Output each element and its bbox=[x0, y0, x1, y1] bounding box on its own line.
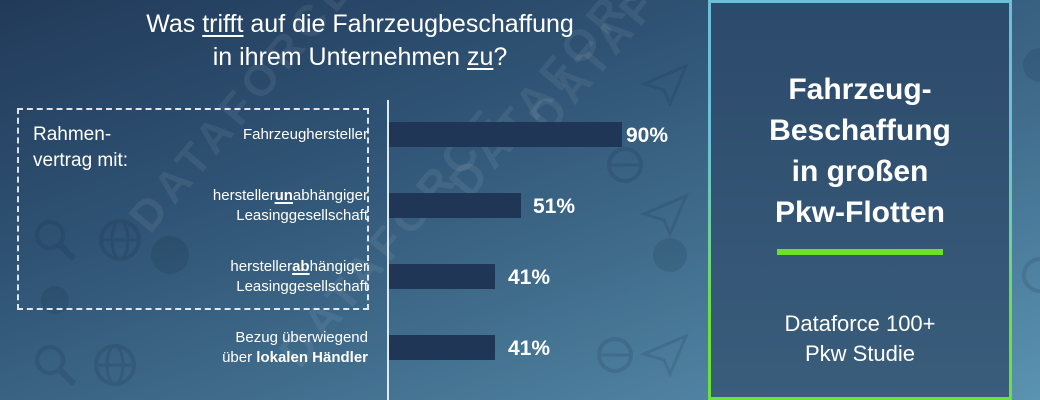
category-label-text: über bbox=[222, 349, 257, 366]
panel-title-line: Pkw-Flotten bbox=[775, 196, 945, 229]
chart-title: Was trifft auf die Fahrzeugbeschaffung i… bbox=[60, 8, 660, 74]
pie-chart-icon bbox=[653, 238, 687, 272]
panel-title: Fahrzeug- Beschaffung in großen Pkw-Flot… bbox=[711, 69, 1009, 233]
group-label-line: vertrag mit: bbox=[33, 150, 129, 171]
study-info-panel-inner: Fahrzeug- Beschaffung in großen Pkw-Flot… bbox=[711, 3, 1009, 397]
category-label-emphasis: lokalen Händler bbox=[256, 349, 368, 366]
category-label-local-dealer: Bezug überwiegend über lokalen Händler bbox=[222, 328, 368, 368]
category-label-independent-leasing: herstellerunabhängiger Leasinggesellscha… bbox=[213, 186, 368, 226]
category-label-text: Bezug überwiegend bbox=[235, 329, 368, 346]
title-text: ? bbox=[493, 43, 508, 71]
category-label-text: hersteller bbox=[212, 187, 275, 204]
framework-contract-group-box bbox=[17, 108, 369, 310]
bar-manufacturer bbox=[389, 122, 622, 147]
panel-title-line: Fahrzeug- bbox=[788, 73, 932, 106]
bar-value-label: 41% bbox=[508, 266, 551, 289]
paper-plane-icon bbox=[640, 193, 689, 238]
panel-title-line: in großen bbox=[791, 155, 929, 188]
bar-independent-leasing bbox=[389, 193, 521, 218]
bar-value-label: 41% bbox=[508, 337, 551, 360]
category-label-emphasis: ab bbox=[292, 258, 310, 275]
panel-subtitle-line: Dataforce 100+ bbox=[784, 311, 936, 336]
bar-value-label: 90% bbox=[626, 124, 669, 147]
title-text: in ihrem Unternehmen bbox=[212, 43, 467, 71]
title-emphasis: trifft bbox=[202, 10, 244, 38]
category-axis-line bbox=[387, 100, 389, 400]
category-label-captive-leasing: herstellerabhängiger Leasinggesellschaft bbox=[230, 257, 368, 297]
title-text: auf die Fahrzeugbeschaffung bbox=[243, 10, 574, 38]
globe-icon bbox=[94, 344, 136, 386]
category-label-emphasis: un bbox=[274, 187, 293, 204]
panel-subtitle: Dataforce 100+ Pkw Studie bbox=[711, 309, 1009, 369]
magnifier-icon bbox=[35, 345, 77, 387]
category-label-text: abhängiger bbox=[292, 187, 368, 204]
panel-title-line: Beschaffung bbox=[769, 114, 951, 147]
bar-captive-leasing bbox=[389, 264, 495, 289]
category-label-text: hängiger bbox=[309, 258, 368, 275]
panel-subtitle-line: Pkw Studie bbox=[804, 341, 916, 366]
title-text: Was bbox=[146, 10, 203, 38]
category-label-text: Leasinggesellschaft bbox=[236, 207, 368, 224]
category-label-text: Fahrzeughersteller bbox=[242, 126, 368, 143]
group-label-line: Rahmen- bbox=[33, 124, 112, 145]
pie-chart-icon bbox=[1023, 48, 1040, 82]
study-info-panel: Fahrzeug- Beschaffung in großen Pkw-Flot… bbox=[708, 0, 1012, 400]
group-label: Rahmen- vertrag mit: bbox=[33, 122, 128, 174]
category-label-text: hersteller bbox=[230, 258, 293, 275]
bar-local-dealer bbox=[389, 335, 495, 360]
globe-icon bbox=[597, 337, 633, 373]
category-label-manufacturer: Fahrzeughersteller bbox=[243, 125, 368, 145]
paper-plane-icon bbox=[640, 333, 689, 378]
globe-icon bbox=[1022, 257, 1040, 293]
category-label-text: Leasinggesellschaft bbox=[236, 278, 368, 295]
bar-value-label: 51% bbox=[533, 195, 576, 218]
title-emphasis: zu bbox=[466, 43, 494, 71]
accent-divider bbox=[777, 249, 943, 255]
